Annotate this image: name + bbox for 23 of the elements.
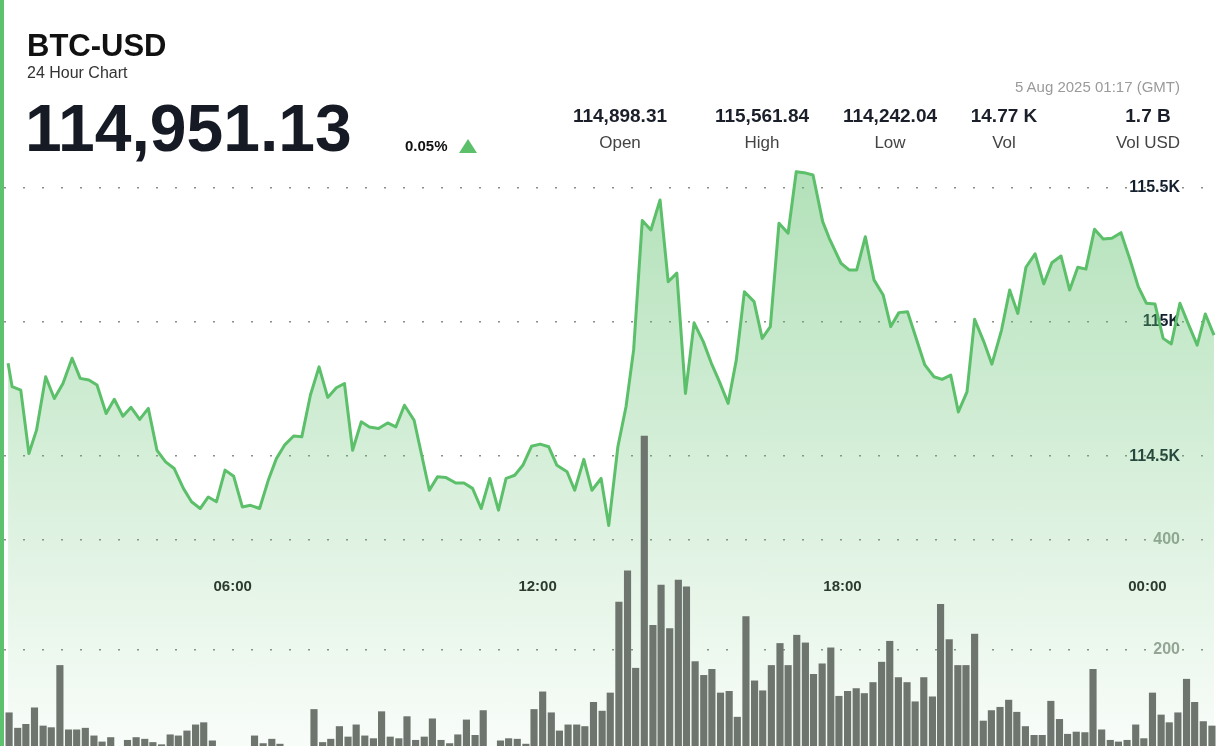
annotation: 114,951.13 [25,90,352,166]
x-tick-label: 12:00 [518,577,557,595]
text: BTC-USD [27,28,167,64]
annotation: 114,898.31 [571,105,668,127]
x-tick-label: 00:00 [1128,577,1167,595]
annotation: 5 Aug 2025 01:17 (GMT) [1014,78,1180,95]
x-tick-label: 18:00 [823,577,862,595]
y2-tick-label: 400 [1153,530,1181,548]
annotation: 115,561.84 [713,105,810,127]
text: 24 Hour Chart [27,64,128,82]
annotation: 14.77 K [970,105,1038,126]
annotation: Vol [991,133,1017,153]
annotation: 0.05% [405,137,448,154]
annotation: 1.7 B [1124,105,1172,127]
annotation: 114,242.04 [841,105,938,127]
annotation: Low [873,133,907,153]
y-tick-label: 114.5K [1129,446,1181,464]
x-tick-label: 06:00 [213,577,252,595]
annotation: Open [598,133,642,153]
annotation: Vol USD [1114,133,1182,153]
annotation: High [743,133,781,153]
y-tick-label: 115.5K [1129,178,1181,196]
y2-tick-label: 200 [1153,640,1181,658]
